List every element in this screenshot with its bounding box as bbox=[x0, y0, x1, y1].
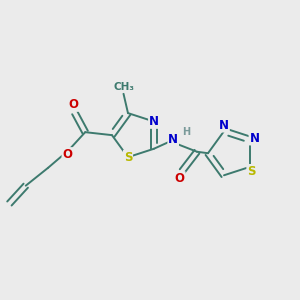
Text: S: S bbox=[124, 151, 132, 164]
Text: H: H bbox=[182, 127, 191, 137]
Text: O: O bbox=[68, 98, 78, 111]
Text: CH₃: CH₃ bbox=[113, 82, 134, 92]
Text: N: N bbox=[168, 133, 178, 146]
Text: O: O bbox=[175, 172, 185, 185]
Text: S: S bbox=[247, 165, 256, 178]
Text: N: N bbox=[219, 119, 229, 132]
Text: N: N bbox=[149, 115, 159, 128]
Text: O: O bbox=[62, 148, 72, 161]
Text: N: N bbox=[249, 132, 260, 145]
